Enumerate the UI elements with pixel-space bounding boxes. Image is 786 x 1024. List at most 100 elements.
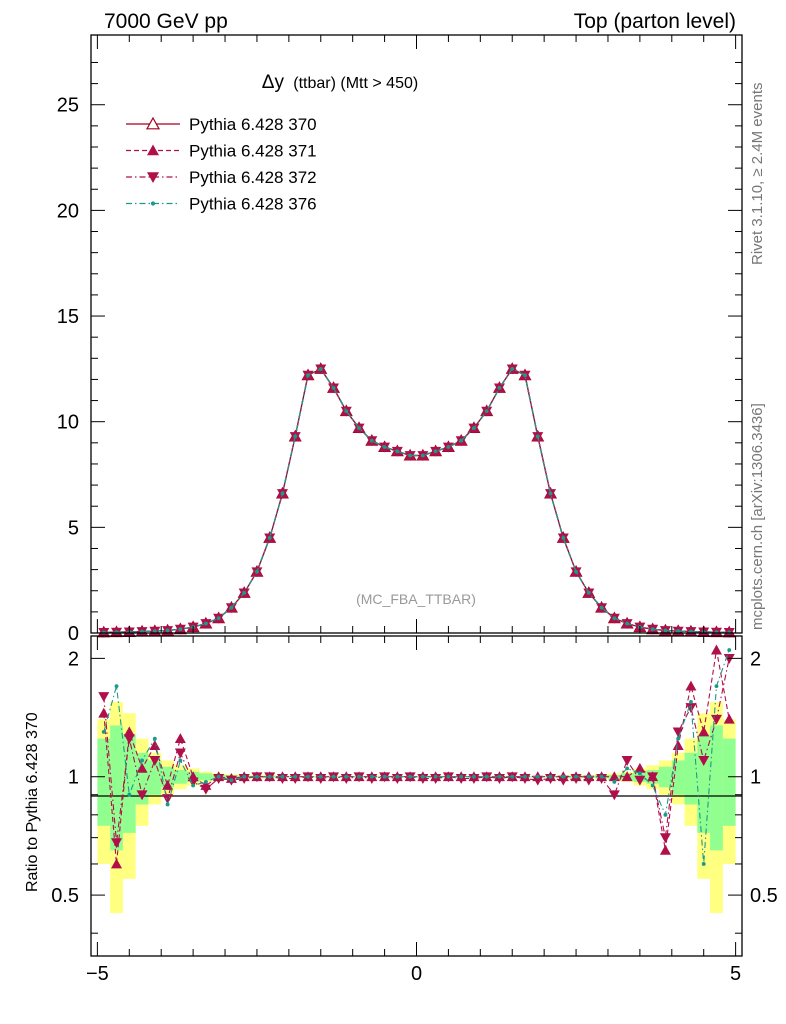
ratio-point: [596, 774, 608, 784]
data-point: [472, 426, 476, 430]
ratio-point: [331, 774, 336, 779]
data-point: [293, 434, 298, 439]
ratio-point: [408, 774, 413, 779]
data-point: [229, 605, 234, 610]
ratio-series-line: [103, 658, 730, 843]
ratio-point: [165, 802, 170, 807]
ratio-point: [123, 726, 135, 737]
data-point: [242, 590, 247, 595]
legend-marker: [147, 172, 159, 183]
ratio-point: [200, 784, 212, 795]
data-point: [548, 491, 553, 496]
data-point: [446, 445, 451, 449]
ratio-point: [484, 774, 489, 779]
ratio-y-tick-label-right: 0.5: [750, 885, 778, 907]
y-tick-label: 0: [68, 623, 79, 645]
band-green: [684, 752, 698, 805]
ratio-y-tick-label: 0.5: [51, 885, 79, 907]
ratio-point: [369, 774, 374, 779]
ratio-point: [608, 790, 620, 801]
ratio-point: [599, 774, 604, 779]
ratio-y-label: Ratio to Pythia 6.428 370: [24, 712, 41, 892]
data-point: [676, 629, 681, 634]
data-point: [255, 569, 259, 574]
ratio-series-line: [103, 649, 730, 865]
ratio-point: [101, 730, 106, 734]
ratio-point: [510, 774, 515, 779]
data-point: [510, 366, 515, 371]
ratio-point: [672, 740, 684, 751]
ratio-point: [586, 774, 591, 779]
ratio-point: [123, 734, 135, 745]
ratio-point: [174, 748, 186, 759]
ratio-series: [98, 644, 735, 869]
data-point: [535, 434, 540, 439]
ratio-panel: 0.5 0.5 1 1 2 2 −5 0 5 Ratio to Pythia 6.428 370: [24, 635, 778, 985]
ratio-point: [583, 775, 595, 786]
main-title-symbol: Δy: [262, 72, 285, 93]
data-point: [420, 453, 425, 458]
legend-entry: Pythia 6.428 376: [189, 195, 317, 214]
data-point: [574, 569, 578, 574]
ratio-point: [574, 774, 578, 779]
data-point: [357, 426, 361, 430]
x-tick-label: −5: [86, 963, 109, 985]
ratio-point: [710, 644, 722, 655]
ratio-point: [306, 774, 310, 779]
mcplots-label: mcplots.cern.ch [arXiv:1306.3436]: [749, 403, 766, 630]
y-tick-label: 5: [68, 517, 79, 539]
ratio-point: [127, 792, 132, 797]
ratio-bands: [97, 701, 736, 914]
header-left: 7000 GeV pp: [104, 10, 228, 33]
main-title: Δy (ttbar) (Mtt > 450): [262, 72, 418, 93]
ratio-point: [532, 775, 544, 786]
main-title-sub: (ttbar) (Mtt > 450): [293, 75, 418, 92]
legend-marker: [147, 144, 159, 156]
ratio-point: [162, 794, 174, 805]
ratio-point: [723, 653, 735, 664]
ratio-point: [114, 684, 119, 689]
ratio-point: [395, 774, 400, 779]
legend-entry: Pythia 6.428 372: [189, 168, 317, 187]
ratio-point: [701, 862, 706, 866]
data-point: [459, 438, 464, 443]
ratio-point: [111, 838, 123, 849]
ratio-point: [548, 774, 553, 779]
band-green: [710, 725, 723, 851]
data-point: [650, 627, 655, 632]
data-point: [625, 621, 630, 626]
series-4: [101, 366, 732, 635]
data-point: [561, 535, 566, 540]
y-tick-label: 25: [57, 95, 79, 117]
ratio-point: [293, 774, 298, 779]
ratio-point: [382, 774, 387, 779]
ratio-point: [676, 736, 681, 741]
ratio-point: [663, 812, 668, 817]
data-point: [395, 449, 400, 454]
band-green: [697, 734, 711, 833]
ratio-point: [561, 774, 566, 779]
ratio-y-tick-label: 2: [68, 648, 79, 670]
ratio-point: [98, 692, 110, 702]
data-point: [612, 616, 617, 621]
data-point: [203, 621, 208, 626]
ratio-point: [255, 774, 259, 779]
legend-marker: [150, 201, 156, 206]
ratio-point: [659, 833, 671, 844]
ratio-point: [136, 762, 148, 773]
ratio-point: [650, 783, 655, 788]
ratio-y-tick-label: 1: [68, 767, 79, 789]
ratio-point: [136, 790, 148, 801]
ratio-point: [472, 774, 476, 779]
legend-marker: [145, 116, 161, 130]
data-point: [178, 627, 183, 632]
ratio-point: [698, 726, 710, 737]
ratio-point: [430, 774, 442, 784]
ratio-series-line: [103, 649, 730, 865]
main-axes: 0 5 10 15 20 25: [57, 35, 742, 645]
ratio-series-3: [101, 648, 732, 866]
ratio-point: [242, 774, 247, 779]
data-point: [599, 605, 604, 610]
ratio-point: [344, 774, 349, 779]
data-point: [369, 438, 374, 443]
